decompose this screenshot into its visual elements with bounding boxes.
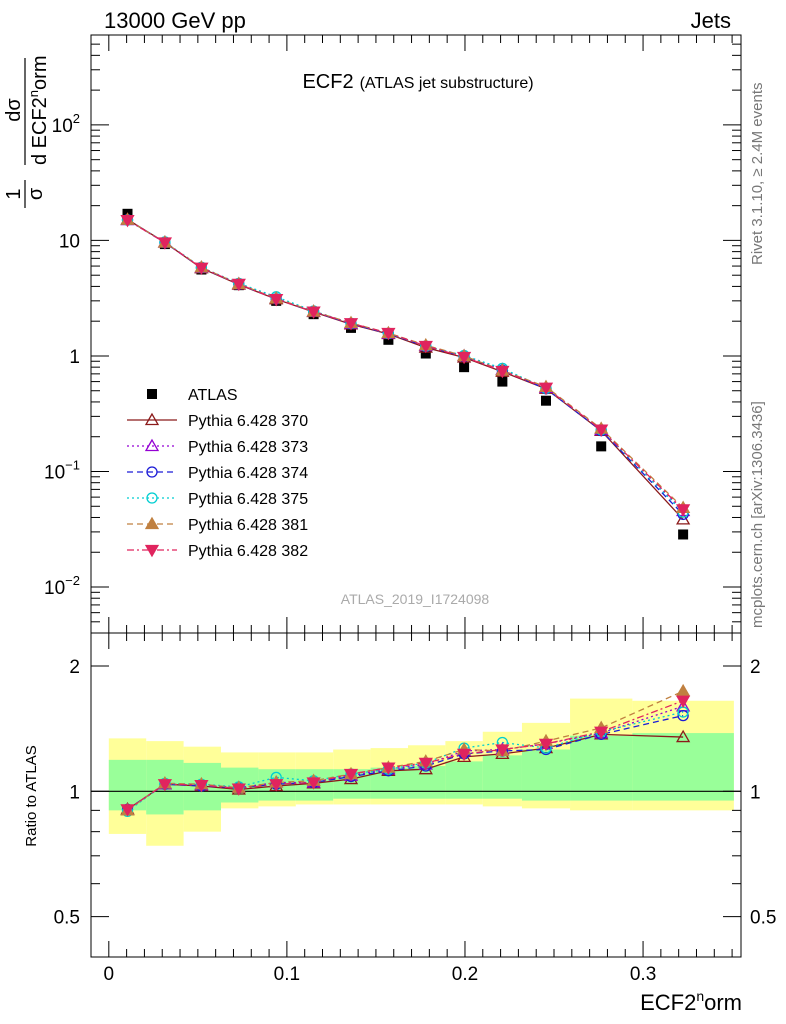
data-point <box>269 294 284 307</box>
legend-marker <box>147 389 157 399</box>
legend-marker <box>144 516 160 530</box>
data-point <box>459 362 470 373</box>
data-point <box>343 318 359 331</box>
band-inner-bin <box>521 749 571 801</box>
legend-label: ATLAS <box>188 387 238 404</box>
band-inner-bin <box>632 733 734 801</box>
plot-title: ECF2 (ATLAS jet substructure) <box>302 71 533 93</box>
y-tick-label: 10 <box>59 231 80 252</box>
data-point <box>538 382 554 396</box>
legend-label: Pythia 6.428 373 <box>188 439 308 456</box>
ratio-point <box>120 804 135 817</box>
band-inner-bin <box>482 755 522 799</box>
ratio-y-tick-label: 1 <box>69 782 80 803</box>
main-plot: 102 10 1 10−1 10−2 <box>44 34 742 634</box>
ratio-point <box>157 779 173 792</box>
data-point <box>495 365 510 379</box>
ratio-point <box>594 726 609 740</box>
legend-label: Pythia 6.428 381 <box>188 517 308 534</box>
data-point <box>676 504 691 517</box>
y-tick-label: 10−1 <box>44 457 80 483</box>
y-label-dsigma: dσ <box>3 98 25 122</box>
ratio-point <box>343 768 359 782</box>
ratio-point <box>676 683 691 697</box>
legend-marker <box>144 544 160 558</box>
analysis-id: ATLAS_2019_I1724098 <box>341 591 490 607</box>
ratio-point <box>676 695 691 709</box>
ratio-point <box>676 729 691 743</box>
data-point <box>306 306 321 319</box>
ratio-point <box>418 757 433 771</box>
header-right: Jets <box>691 8 731 33</box>
legend-label: Pythia 6.428 374 <box>188 465 308 482</box>
legend-marker <box>146 492 158 504</box>
x-tick-label: 0.3 <box>630 964 656 985</box>
ratio-point <box>677 709 689 722</box>
data-point <box>418 340 433 354</box>
data-point <box>157 237 173 250</box>
ratio-point <box>231 783 246 796</box>
series-line-main <box>127 219 684 510</box>
mcplots-credit: mcplots.cern.ch [arXiv:1306.3436] <box>749 401 766 628</box>
data-point <box>678 529 689 540</box>
ratio-y-label: Ratio to ATLAS <box>23 745 40 846</box>
y-label-decf: d ECF2norm <box>26 56 51 166</box>
y-tick-label: 10−2 <box>44 573 80 599</box>
ratio-y-tick-label-right: 0.5 <box>750 908 776 929</box>
legend-label: Pythia 6.428 382 <box>188 543 308 560</box>
x-tick-label: 0.2 <box>452 964 478 985</box>
ratio-point <box>495 744 510 757</box>
series-line-ratio <box>127 700 684 810</box>
data-point <box>194 262 209 276</box>
y-tick-label: 102 <box>52 111 80 137</box>
y-label-one: 1 <box>3 188 25 199</box>
data-point <box>497 376 508 387</box>
ratio-frame <box>90 632 742 958</box>
ratio-y-tick-label: 2 <box>69 657 80 678</box>
band-inner-bin <box>570 735 633 801</box>
ratio-point <box>381 762 396 775</box>
legend: ATLAS Pythia 6.428 370 Pythia 6.428 373 Pyt… <box>127 387 308 560</box>
ratio-point <box>269 779 284 792</box>
series-line-ratio <box>127 705 684 811</box>
series-line-ratio <box>127 733 684 810</box>
x-tick-label: 0.1 <box>274 964 300 985</box>
data-point <box>594 424 609 438</box>
rivet-version: Rivet 3.1.10, ≥ 2.4M events <box>749 83 766 266</box>
ratio-point <box>194 779 209 793</box>
data-point <box>231 278 246 292</box>
ratio-y-tick-label: 0.5 <box>54 908 80 929</box>
series-line-ratio <box>127 711 684 812</box>
ratio-point <box>538 738 554 752</box>
ratio-plot: 0 0.1 0.2 0.3 0.5 0.5 1 1 2 2 <box>54 632 776 985</box>
legend-marker <box>144 412 160 426</box>
ratio-point <box>456 748 472 762</box>
data-point <box>381 327 396 341</box>
ratio-point <box>306 777 321 790</box>
data-point <box>120 214 135 228</box>
data-point <box>420 348 431 359</box>
series-line-ratio <box>127 714 684 810</box>
header-left: 13000 GeV pp <box>104 8 246 33</box>
y-tick-label: 1 <box>69 347 80 368</box>
legend-marker <box>144 438 160 452</box>
legend-marker <box>146 466 158 478</box>
legend-label: Pythia 6.428 375 <box>188 491 308 508</box>
ratio-y-tick-label-right: 1 <box>750 782 761 803</box>
data-point <box>541 395 551 406</box>
band-inner-bin <box>445 761 483 799</box>
ratio-y-tick-label-right: 2 <box>750 657 761 678</box>
x-tick-label: 0 <box>104 964 115 985</box>
data-point <box>596 441 607 452</box>
x-axis-label: ECF2norm <box>640 988 742 1015</box>
data-point <box>456 351 472 365</box>
y-axis-label-main: 1 σ dσ d ECF2norm <box>3 56 51 208</box>
y-label-sigma: σ <box>25 187 47 200</box>
legend-label: Pythia 6.428 370 <box>188 413 308 430</box>
